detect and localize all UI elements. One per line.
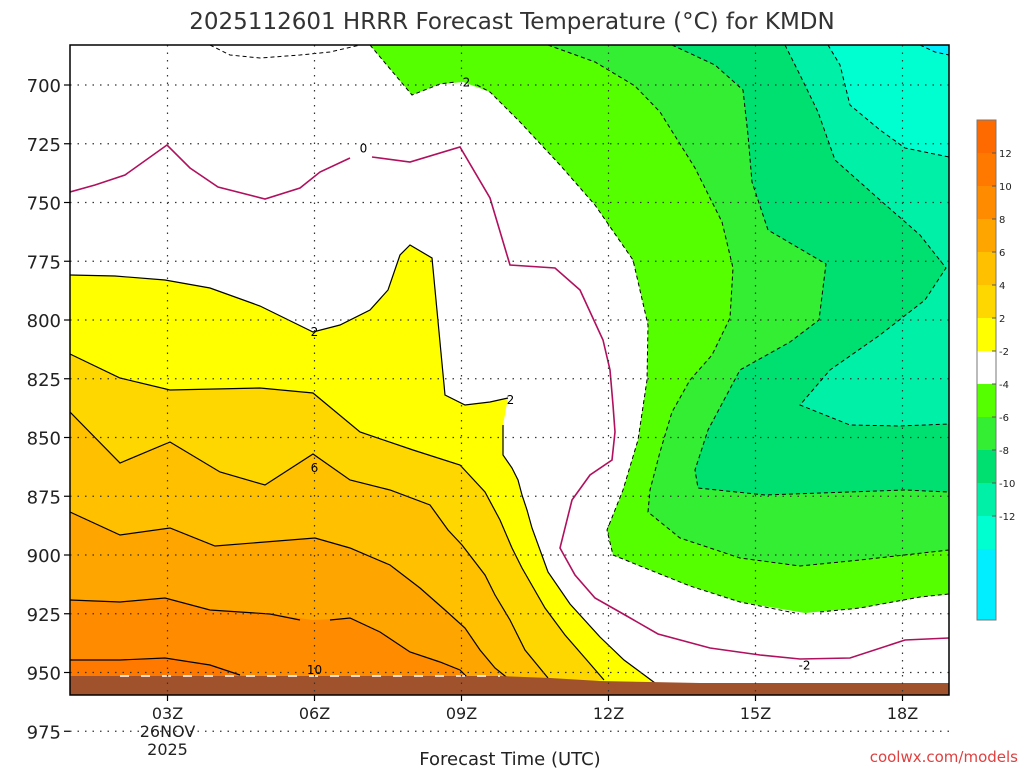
y-tick-label: 800 [27, 311, 61, 332]
y-tick-label: 925 [27, 605, 61, 626]
colorbar-segment [977, 318, 996, 351]
colorbar-label: -12 [999, 512, 1015, 523]
colorbar-label: 10 [999, 182, 1012, 193]
y-tick-label: 750 [27, 194, 61, 215]
x-tick-label: 09Z [446, 704, 477, 723]
y-tick-label: 975 [27, 722, 61, 743]
colorbar-segment [977, 285, 996, 318]
colorbar-label: 4 [999, 281, 1005, 292]
colorbar-segment [977, 219, 996, 252]
contour-label: 0 [360, 141, 368, 155]
y-axis: 700 725 750 775 800 825 850 875 900 925 950 975 [27, 76, 70, 743]
y-tick-label: 725 [27, 135, 61, 156]
colorbar-segment [977, 120, 996, 153]
colorbar-label: 2 [999, 314, 1005, 325]
region-cold-12minus [920, 45, 949, 55]
colorbar-label: -8 [999, 446, 1009, 457]
y-tick-label: 775 [27, 252, 61, 273]
colorbar-label: -4 [999, 380, 1009, 391]
contour-label: 2 [311, 325, 319, 339]
contour-labels: 2 0 2 2 6 10 -2 [307, 76, 811, 678]
zero-degree-contour [70, 143, 949, 660]
region-cold-10-12 [828, 45, 949, 157]
y-tick-label: 900 [27, 546, 61, 567]
x-tick-label: 06Z [299, 704, 330, 723]
x-tick-year: 2025 [147, 740, 188, 759]
y-tick-label: 950 [27, 664, 61, 685]
colorbar-segment [977, 516, 996, 549]
x-tick-label: 15Z [740, 704, 771, 723]
colorbar-segment [977, 186, 996, 219]
colorbar-segment [977, 153, 996, 186]
colorbar-segment [977, 483, 996, 516]
x-tick-label: 12Z [593, 704, 624, 723]
y-tick-label: 850 [27, 429, 61, 450]
y-tick-label: 700 [27, 76, 61, 97]
colorbar-segment [977, 549, 996, 620]
colorbar-label: 6 [999, 248, 1005, 259]
y-tick-label: 825 [27, 370, 61, 391]
warm-contour-lines [70, 244, 656, 684]
colorbar-label: -2 [999, 347, 1009, 358]
colorbar-label: -6 [999, 413, 1009, 424]
colorbar-frame [976, 119, 997, 621]
x-axis-label: Forecast Time (UTC) [419, 749, 600, 768]
x-tick-label: 18Z [887, 704, 918, 723]
x-tick-label: 03Z [152, 704, 183, 723]
colorbar-label: -10 [999, 479, 1015, 490]
contour-label: 2 [463, 76, 471, 90]
colorbar-segment [977, 450, 996, 483]
ground-fill [70, 676, 949, 695]
y-tick-label: 875 [27, 487, 61, 508]
colorbar-segment [977, 351, 996, 384]
colorbar-segment [977, 417, 996, 450]
contour-label: -2 [799, 658, 811, 672]
contour-label: 10 [307, 663, 322, 677]
plot-frame [69, 44, 950, 696]
colorbar-label: 12 [999, 149, 1012, 160]
contour-label: 6 [311, 461, 319, 475]
colorbar-segment [977, 384, 996, 417]
contour-label: 2 [507, 393, 515, 407]
chart-title: 2025112601 HRRR Forecast Temperature (°C… [189, 9, 834, 35]
watermark: coolwx.com/models [870, 748, 1018, 766]
colorbar: 12 10 8 6 4 2 -2 -4 -6 -8 -10 -12 [976, 119, 1015, 621]
colorbar-segment [977, 252, 996, 285]
colorbar-label: 8 [999, 215, 1005, 226]
cold-contour-lines [209, 45, 949, 614]
plot-area [70, 45, 949, 695]
x-tick-date: 26NOV [140, 722, 196, 741]
